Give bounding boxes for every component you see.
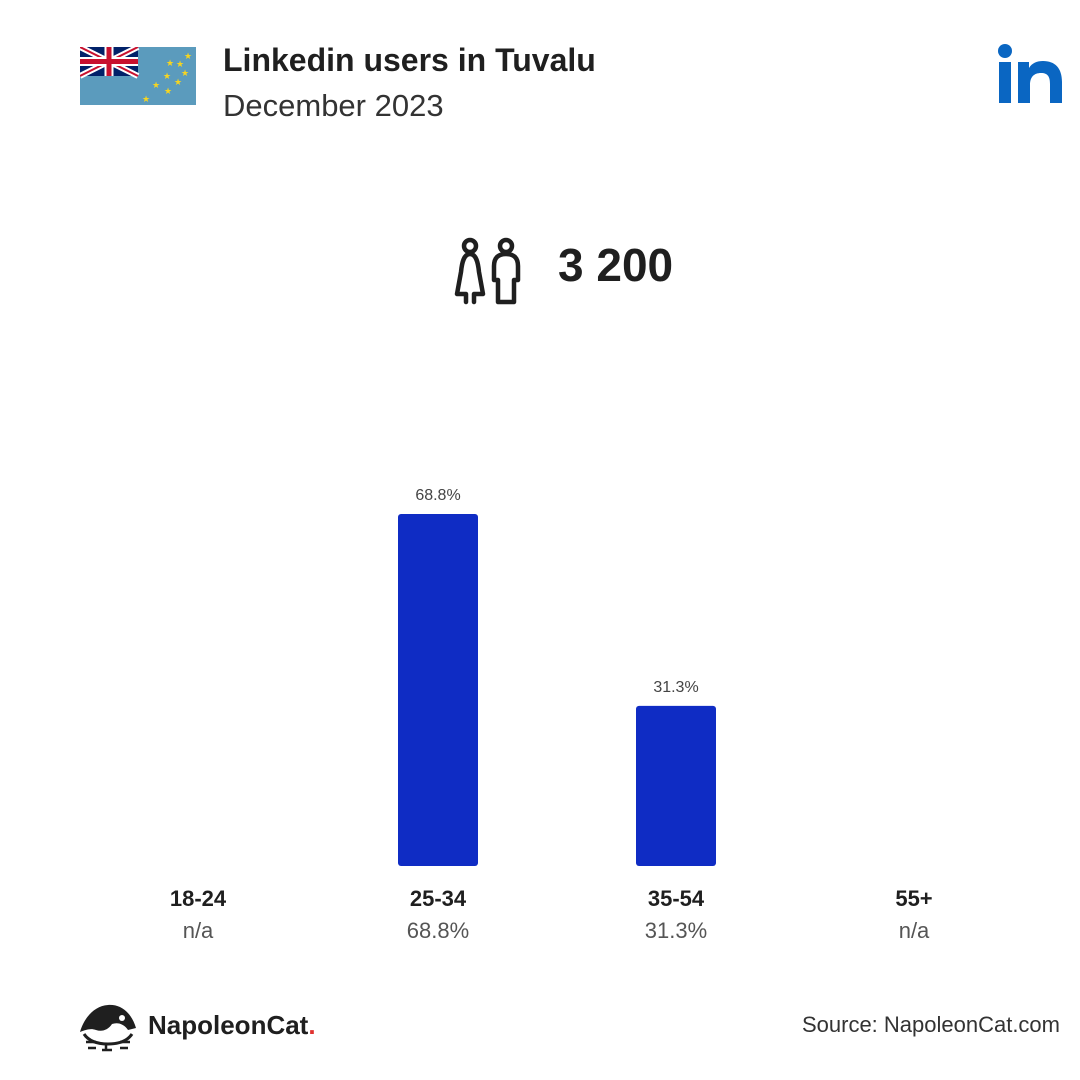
age-bar-chart: 18-24 n/a 68.8% 25-34 68.8% 31.3% 35-54 31.3% 55… xyxy=(170,487,933,943)
brand-name: NapoleonCat xyxy=(148,1010,309,1040)
bar-35-54 xyxy=(636,705,716,866)
category-value-label: n/a xyxy=(183,918,214,943)
category-value-label: n/a xyxy=(899,918,930,943)
svg-text:★: ★ xyxy=(152,81,160,91)
svg-text:★: ★ xyxy=(184,52,192,62)
tuvalu-flag-icon: ★ ★ ★ ★ ★ ★ ★ ★ ★ xyxy=(80,47,196,105)
svg-text:★: ★ xyxy=(181,69,189,79)
category-value-label: 68.8% xyxy=(407,918,469,943)
napoleoncat-logo-icon xyxy=(80,1004,136,1052)
category-value-label: 31.3% xyxy=(645,918,707,943)
category-label: 25-34 xyxy=(410,886,467,911)
category-label: 18-24 xyxy=(170,886,227,911)
category-label: 35-54 xyxy=(648,886,705,911)
napoleoncat-brand: NapoleonCat. xyxy=(148,1010,316,1041)
total-users-value: 3 200 xyxy=(558,239,674,291)
svg-text:★: ★ xyxy=(164,87,172,97)
svg-text:★: ★ xyxy=(163,72,171,82)
brand-dot: . xyxy=(308,1010,316,1040)
svg-text:★: ★ xyxy=(166,59,174,69)
chart-title: Linkedin users in Tuvalu xyxy=(223,42,596,78)
bar-value-label: 31.3% xyxy=(653,679,698,696)
chart-subtitle: December 2023 xyxy=(223,88,444,123)
people-icon xyxy=(454,237,521,305)
bar-value-label: 68.8% xyxy=(415,487,460,504)
svg-text:★: ★ xyxy=(176,60,184,70)
source-text: Source: NapoleonCat.com xyxy=(801,1012,1060,1037)
category-label: 55+ xyxy=(895,886,932,911)
svg-text:★: ★ xyxy=(174,78,182,88)
bar-25-34 xyxy=(398,514,478,866)
linkedin-logo-icon xyxy=(998,44,1062,103)
svg-text:★: ★ xyxy=(142,95,150,105)
